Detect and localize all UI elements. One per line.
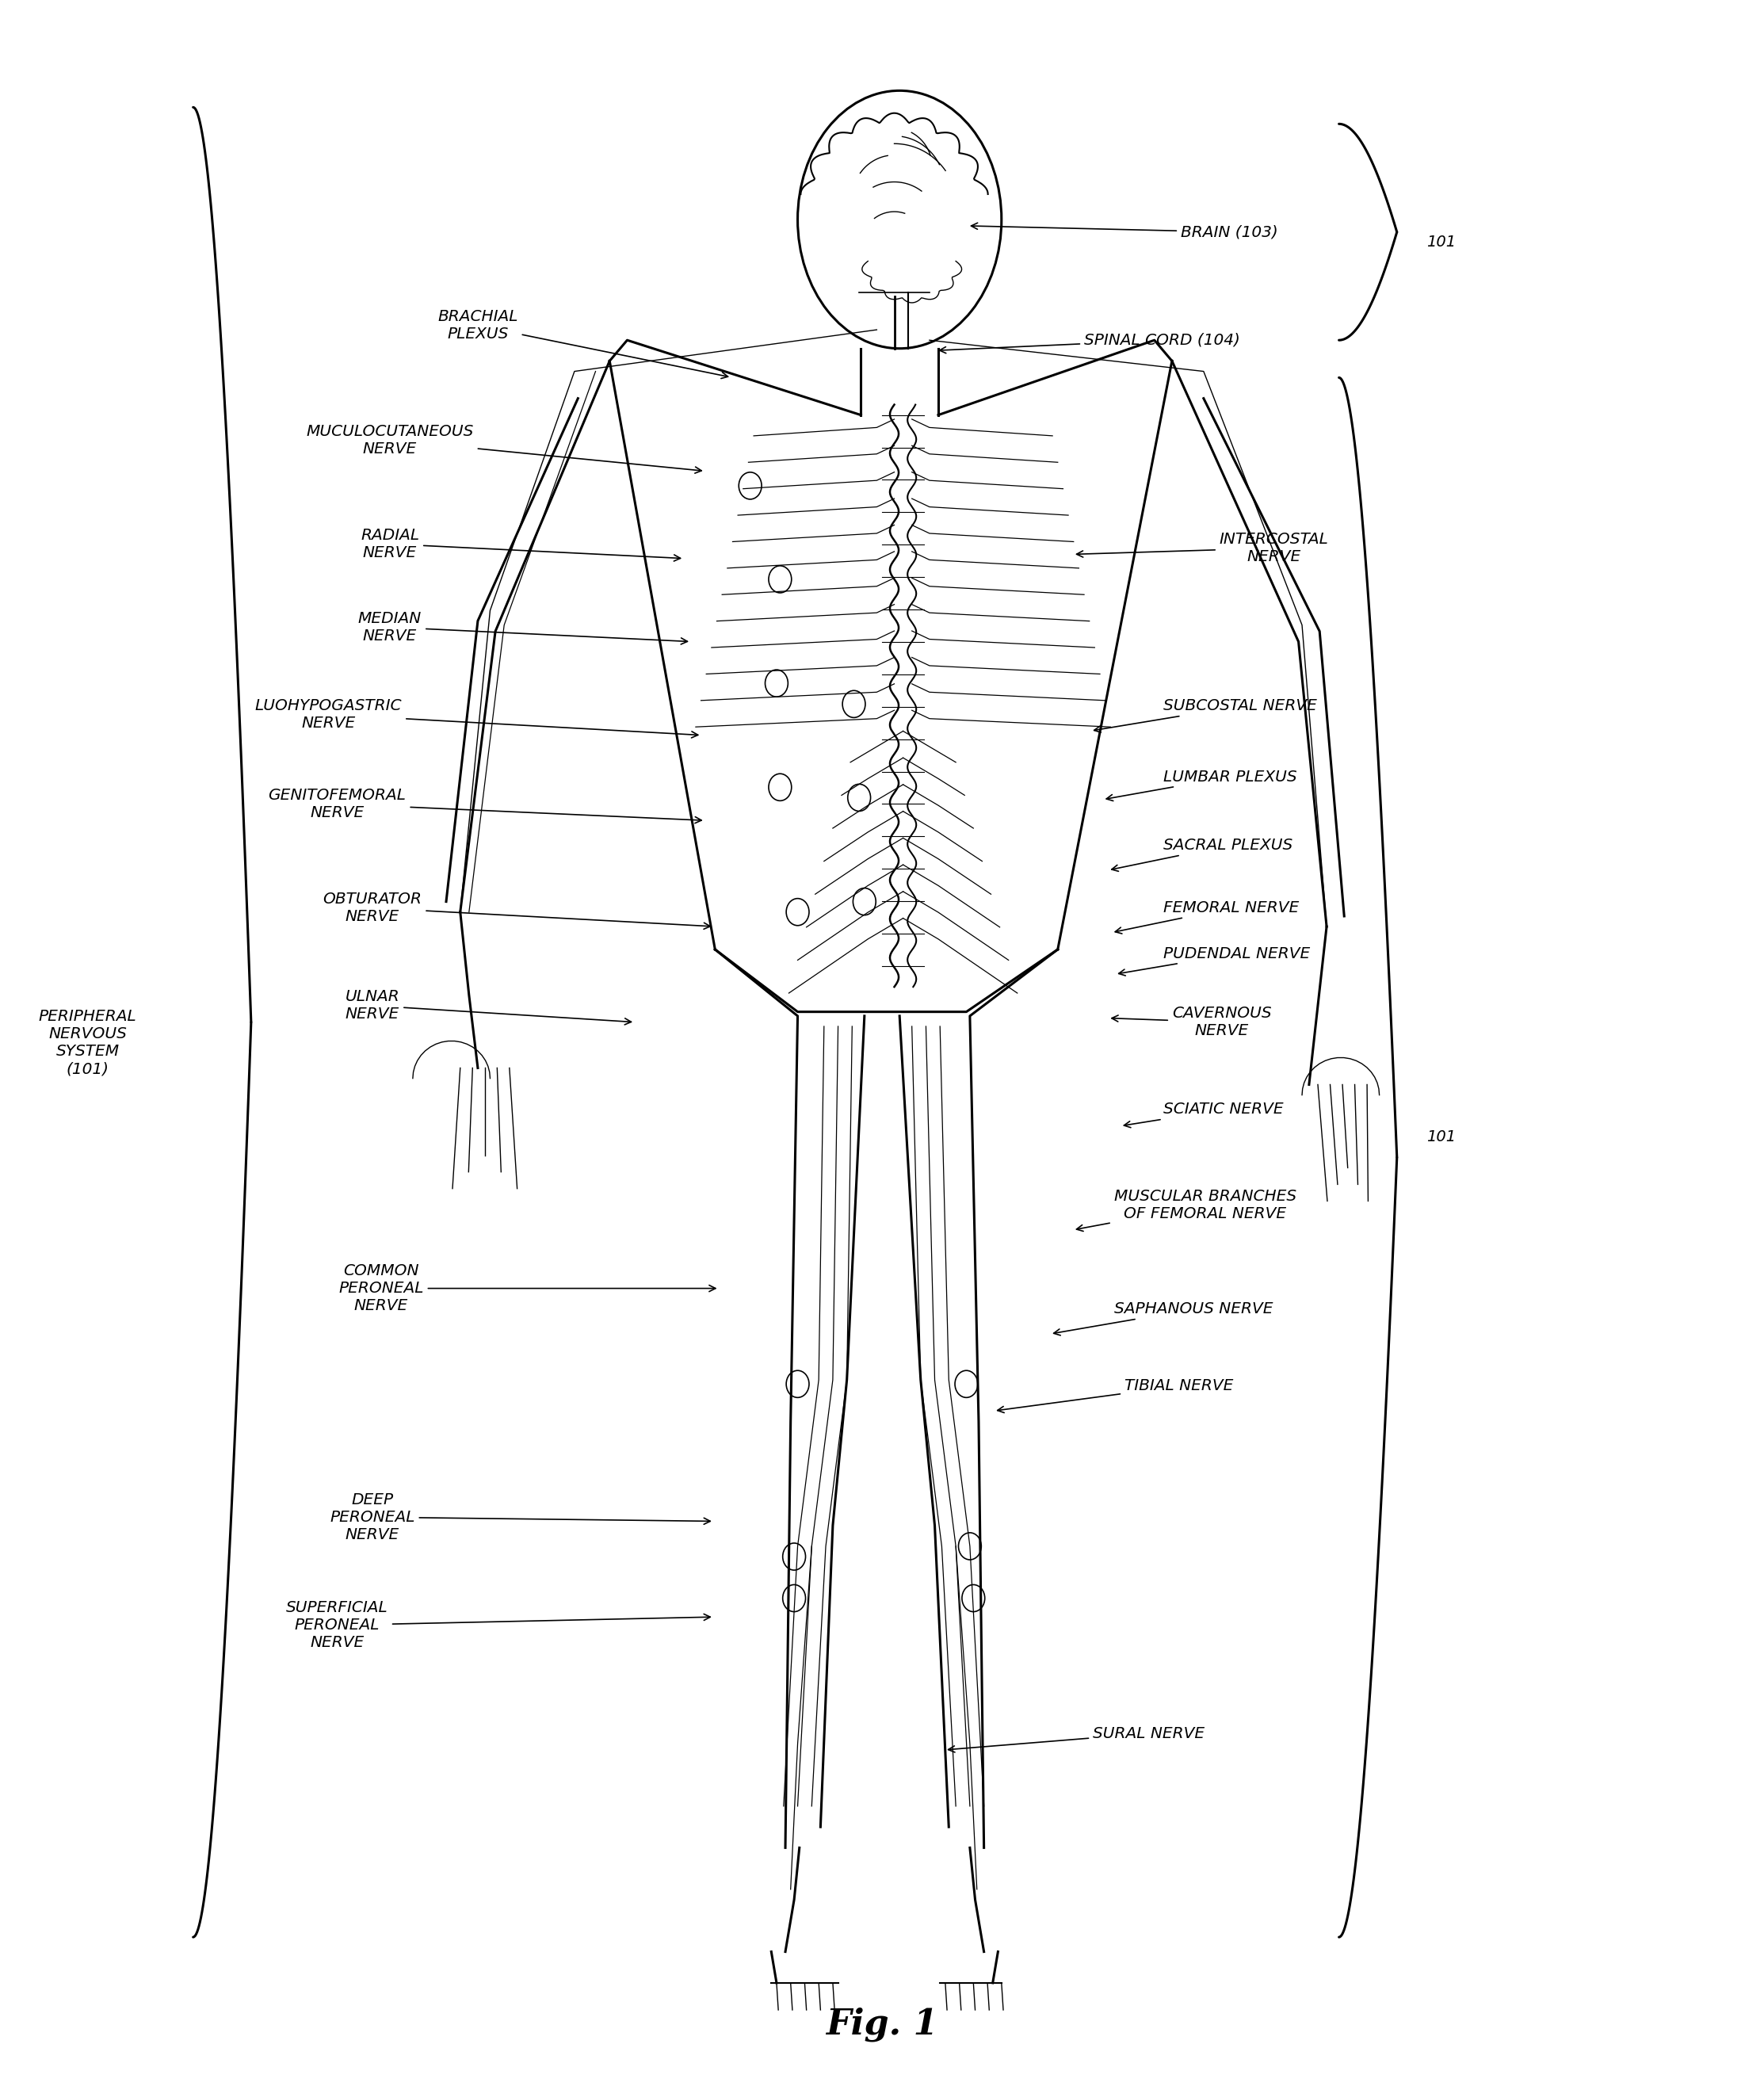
Text: TIBIAL NERVE: TIBIAL NERVE — [997, 1379, 1233, 1412]
Text: MUCULOCUTANEOUS
NERVE: MUCULOCUTANEOUS NERVE — [307, 423, 702, 474]
Text: ULNAR
NERVE: ULNAR NERVE — [346, 989, 632, 1024]
Text: MUSCULAR BRANCHES
OF FEMORAL NERVE: MUSCULAR BRANCHES OF FEMORAL NERVE — [1076, 1189, 1297, 1231]
Text: INTERCOSTAL
NERVE: INTERCOSTAL NERVE — [1076, 532, 1328, 565]
Text: SACRAL PLEXUS: SACRAL PLEXUS — [1111, 839, 1293, 872]
Text: FEMORAL NERVE: FEMORAL NERVE — [1115, 901, 1298, 935]
Text: SPINAL CORD (104): SPINAL CORD (104) — [940, 332, 1240, 353]
Text: SURAL NERVE: SURAL NERVE — [949, 1725, 1205, 1752]
Text: MEDIAN
NERVE: MEDIAN NERVE — [358, 611, 688, 645]
Text: CAVERNOUS
NERVE: CAVERNOUS NERVE — [1111, 1005, 1272, 1039]
Text: SCIATIC NERVE: SCIATIC NERVE — [1124, 1101, 1284, 1129]
Text: DEEP
PERONEAL
NERVE: DEEP PERONEAL NERVE — [330, 1491, 711, 1542]
Text: RADIAL
NERVE: RADIAL NERVE — [360, 528, 681, 561]
Text: Fig. 1: Fig. 1 — [826, 2007, 938, 2042]
Text: PUDENDAL NERVE: PUDENDAL NERVE — [1118, 947, 1311, 976]
Text: OBTURATOR
NERVE: OBTURATOR NERVE — [323, 891, 711, 928]
Text: SUPERFICIAL
PERONEAL
NERVE: SUPERFICIAL PERONEAL NERVE — [286, 1600, 711, 1650]
Text: LUMBAR PLEXUS: LUMBAR PLEXUS — [1106, 770, 1297, 801]
Text: COMMON
PERONEAL
NERVE: COMMON PERONEAL NERVE — [339, 1264, 716, 1314]
Text: GENITOFEMORAL
NERVE: GENITOFEMORAL NERVE — [268, 789, 702, 824]
Text: 101: 101 — [1427, 236, 1457, 250]
Text: PERIPHERAL
NERVOUS
SYSTEM
(101): PERIPHERAL NERVOUS SYSTEM (101) — [39, 1010, 136, 1076]
Text: SUBCOSTAL NERVE: SUBCOSTAL NERVE — [1094, 699, 1316, 732]
Text: BRAIN (103): BRAIN (103) — [972, 223, 1279, 240]
Text: 101: 101 — [1427, 1129, 1457, 1143]
Text: BRACHIAL
PLEXUS: BRACHIAL PLEXUS — [437, 309, 729, 378]
Text: LUOHYPOGASTRIC
NERVE: LUOHYPOGASTRIC NERVE — [256, 699, 699, 738]
Text: SAPHANOUS NERVE: SAPHANOUS NERVE — [1053, 1302, 1274, 1335]
